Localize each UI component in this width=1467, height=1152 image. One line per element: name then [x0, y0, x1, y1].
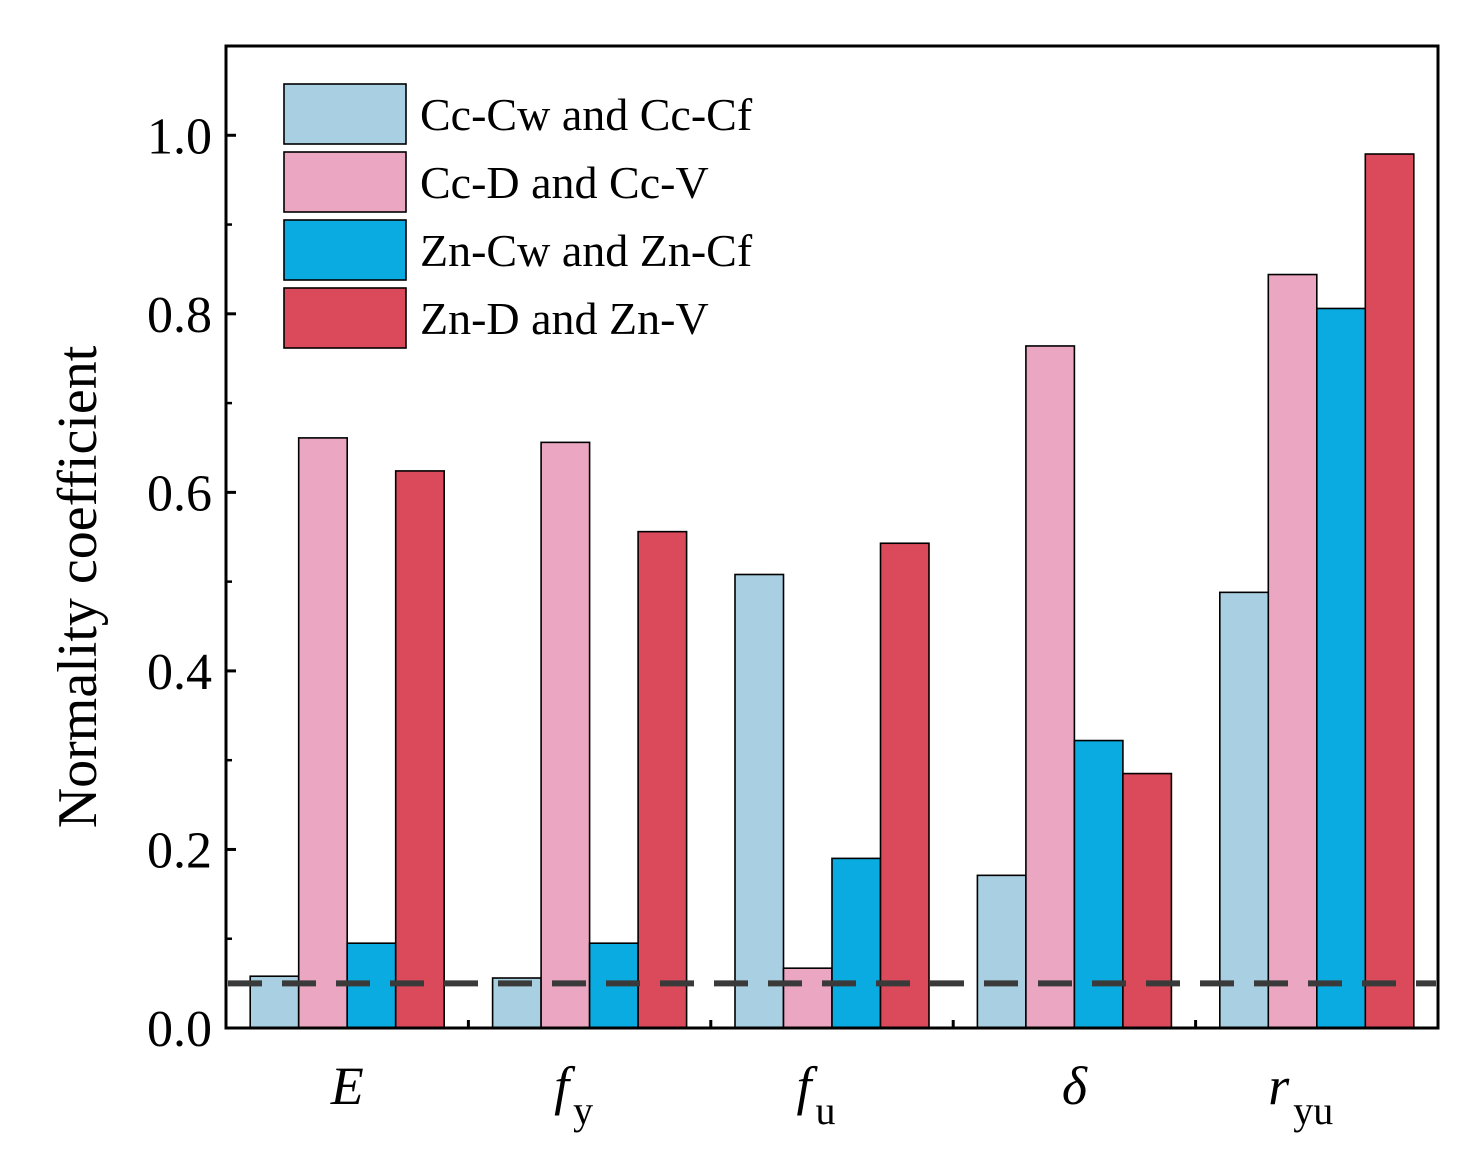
legend-swatch: [283, 287, 407, 349]
bar-zn-cw-and-zn-cf-2: [831, 857, 882, 1029]
legend: Cc-Cw and Cc-Cf Cc-D and Cc-V Zn-Cw and Zn…: [283, 83, 753, 349]
bar-zn-d-and-zn-v-3: [1122, 772, 1173, 1029]
x-category-label: r yu: [1268, 1056, 1333, 1133]
legend-label: Cc-D and Cc-V: [420, 157, 709, 208]
y-tick-label: 0.8: [147, 287, 212, 344]
bars-layer: [249, 153, 1415, 1029]
legend-swatch: [283, 219, 407, 281]
y-tick-label: 0.0: [147, 1001, 212, 1058]
bar-cc-cw-and-cc-cf-3: [976, 874, 1027, 1029]
bar-cc-d-and-cc-v-4: [1267, 273, 1318, 1029]
legend-label: Cc-Cw and Cc-Cf: [420, 89, 753, 140]
bar-zn-d-and-zn-v-4: [1364, 153, 1415, 1029]
bar-zn-d-and-zn-v-2: [879, 542, 930, 1029]
bar-zn-cw-and-zn-cf-4: [1316, 307, 1367, 1029]
bar-cc-d-and-cc-v-3: [1025, 345, 1076, 1029]
legend-label: Zn-Cw and Zn-Cf: [420, 225, 753, 276]
y-tick-label: 0.2: [147, 822, 212, 879]
y-tick-label: 1.0: [147, 108, 212, 165]
bar-cc-d-and-cc-v-0: [297, 437, 349, 1029]
legend-swatch: [283, 151, 407, 213]
bar-cc-cw-and-cc-cf-2: [734, 573, 785, 1029]
bar-zn-d-and-zn-v-0: [394, 470, 446, 1029]
bar-cc-d-and-cc-v-1: [540, 441, 591, 1029]
x-category-label: δ: [1062, 1056, 1088, 1116]
y-tick-label: 0.4: [147, 644, 212, 701]
bar-cc-cw-and-cc-cf-4: [1219, 591, 1270, 1029]
legend-label: Zn-D and Zn-V: [420, 293, 709, 344]
bar-cc-d-and-cc-v-2: [782, 967, 833, 1029]
legend-swatch: [283, 83, 407, 145]
y-axis-label: Normality coefficient: [47, 345, 109, 828]
plot-frame: [224, 44, 1440, 1030]
bar-zn-d-and-zn-v-1: [637, 530, 688, 1029]
y-tick-label: 0.6: [147, 465, 212, 522]
x-category-label: E: [330, 1056, 364, 1116]
